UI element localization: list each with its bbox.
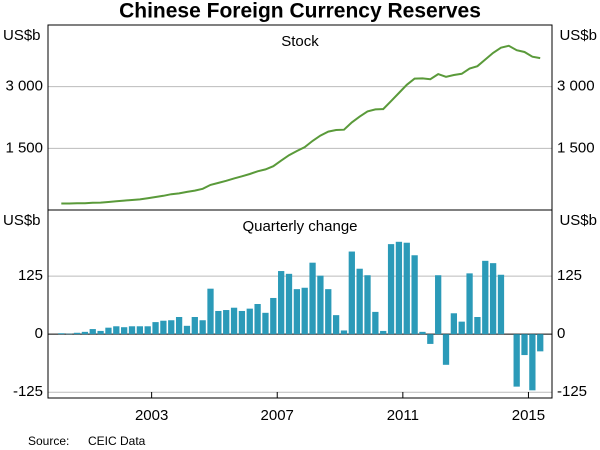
source: CEIC Data <box>88 434 146 448</box>
bar <box>81 331 89 335</box>
bar <box>513 334 520 387</box>
y-tick-label: 1 500 <box>5 139 43 156</box>
panel-title: Quarterly change <box>242 218 357 235</box>
bar <box>58 333 65 335</box>
bar <box>325 289 332 335</box>
x-tick-label: 2015 <box>512 407 545 424</box>
bar <box>293 289 300 335</box>
bar <box>215 310 222 335</box>
bar <box>387 244 395 335</box>
bar <box>482 260 489 335</box>
bar <box>529 334 536 391</box>
x-tick-label: 2003 <box>135 407 168 424</box>
bar <box>270 297 277 335</box>
bar <box>450 313 458 335</box>
bar <box>442 334 450 365</box>
bar <box>356 268 363 335</box>
bar <box>73 332 81 335</box>
bar <box>152 322 159 335</box>
bar <box>380 330 387 335</box>
bar <box>105 327 112 335</box>
bar <box>238 310 246 335</box>
bar <box>144 326 151 335</box>
panel-title: Stock <box>281 33 319 50</box>
panel-frame <box>47 24 553 211</box>
bar <box>340 330 348 335</box>
x-tick-label: 2011 <box>387 407 419 424</box>
bar <box>419 331 426 335</box>
bar <box>285 273 293 335</box>
bar <box>332 315 340 335</box>
bar <box>230 307 238 335</box>
bar <box>521 334 528 356</box>
y-tick-label: -125 <box>13 383 43 400</box>
bar <box>128 326 136 335</box>
bar <box>348 251 355 335</box>
panel-frame <box>47 209 553 399</box>
bar <box>403 242 410 335</box>
bar <box>207 288 214 335</box>
bar <box>168 320 175 335</box>
bar <box>309 262 316 335</box>
bar <box>246 308 253 335</box>
line <box>61 44 541 205</box>
y-tick-label: 0 <box>35 325 43 342</box>
bar <box>136 326 143 335</box>
bar <box>199 320 206 335</box>
y-axis-label: US$b <box>3 27 41 44</box>
y-axis-label: US$b <box>3 212 41 229</box>
x-tick-label: 2007 <box>261 407 294 424</box>
y2-axis-label: US$b <box>559 212 597 229</box>
bar <box>254 304 261 335</box>
bar <box>466 273 473 335</box>
bar <box>411 255 418 335</box>
bar <box>427 334 434 344</box>
bar <box>278 271 285 335</box>
bar <box>89 329 96 335</box>
y2-tick-label: 3 000 <box>557 78 595 95</box>
bar <box>175 316 183 335</box>
bar <box>458 321 465 335</box>
bar <box>317 275 324 335</box>
bar <box>223 310 230 335</box>
bar <box>497 274 505 335</box>
bar <box>113 326 120 335</box>
y2-axis-label: US$b <box>559 27 597 44</box>
y2-tick-label: -125 <box>557 383 587 400</box>
y2-tick-label: 1 500 <box>557 139 595 156</box>
y2-tick-label: 0 <box>557 325 565 342</box>
bar <box>489 263 497 335</box>
bar <box>474 316 481 335</box>
bar <box>301 287 308 335</box>
chart-title: Chinese Foreign Currency Reserves <box>119 0 481 23</box>
bar <box>183 325 191 335</box>
bar <box>262 312 269 335</box>
y-tick-label: 125 <box>18 267 43 284</box>
bar <box>191 316 198 335</box>
bar <box>364 275 371 335</box>
bar <box>121 327 128 335</box>
bar <box>435 275 442 335</box>
bar <box>537 334 544 352</box>
y-tick-label: 3 000 <box>5 78 43 95</box>
source-label: Source: <box>28 434 69 448</box>
bar <box>160 320 167 335</box>
bar <box>97 330 104 335</box>
bar <box>372 311 379 335</box>
y2-tick-label: 125 <box>557 267 582 284</box>
bar <box>395 241 403 335</box>
